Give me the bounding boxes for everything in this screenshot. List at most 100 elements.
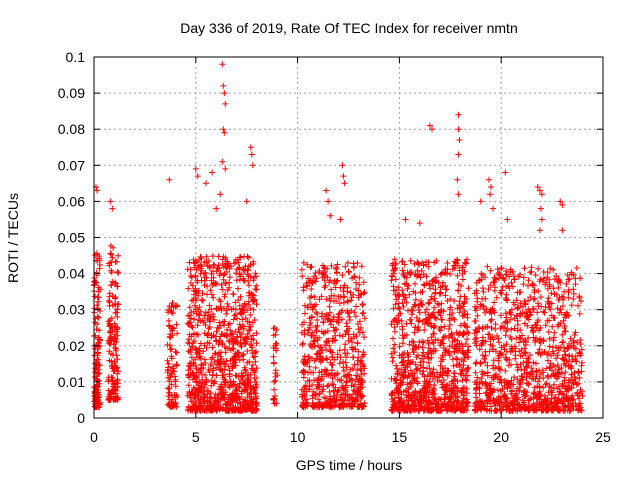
data-point <box>94 321 101 328</box>
data-point <box>506 407 513 414</box>
data-point <box>544 274 551 281</box>
data-point <box>491 287 498 294</box>
data-point <box>412 388 419 394</box>
data-point <box>440 345 447 351</box>
data-point <box>208 361 215 367</box>
data-point <box>511 404 518 411</box>
data-point <box>400 362 407 369</box>
data-point <box>508 336 515 343</box>
data-point <box>502 271 509 278</box>
data-point <box>569 353 575 359</box>
data-point <box>550 337 557 344</box>
data-point <box>557 344 564 351</box>
data-point <box>270 325 277 332</box>
data-point <box>388 406 395 413</box>
data-point <box>217 270 224 277</box>
data-point <box>353 303 360 310</box>
data-point <box>346 325 352 332</box>
data-point <box>361 289 368 296</box>
data-point <box>419 355 425 362</box>
data-point <box>213 337 220 344</box>
data-point <box>244 318 251 325</box>
data-point <box>235 326 242 333</box>
data-point <box>253 282 260 289</box>
data-point <box>573 358 580 365</box>
data-point <box>572 355 579 362</box>
data-point <box>484 362 491 369</box>
data-point <box>441 323 448 330</box>
data-point <box>324 328 331 334</box>
data-point <box>184 339 191 346</box>
data-point <box>485 286 492 293</box>
data-point <box>318 344 325 351</box>
data-point <box>216 338 223 345</box>
data-point <box>94 302 101 309</box>
data-point <box>411 370 418 377</box>
data-point <box>559 339 566 346</box>
data-point <box>462 260 469 267</box>
y-tick-label: 0.06 <box>58 193 85 209</box>
data-point <box>273 400 280 407</box>
data-point <box>324 356 331 363</box>
data-point <box>192 362 199 369</box>
data-point <box>308 286 315 292</box>
data-point <box>203 259 210 266</box>
data-point <box>106 339 113 346</box>
data-point <box>172 303 179 310</box>
data-point <box>430 366 437 373</box>
data-point <box>210 379 217 386</box>
data-point <box>326 342 333 349</box>
data-point <box>201 312 208 319</box>
data-point <box>301 331 308 338</box>
data-point <box>253 381 260 388</box>
data-point <box>251 375 258 382</box>
data-point <box>462 376 469 383</box>
data-point <box>96 337 103 344</box>
data-point <box>253 330 260 337</box>
data-point <box>471 290 478 297</box>
data-point <box>546 343 553 350</box>
data-point <box>568 302 575 309</box>
data-point <box>536 396 543 403</box>
data-point <box>340 299 347 306</box>
data-point <box>562 351 569 358</box>
data-point <box>484 263 491 270</box>
data-point <box>311 377 318 384</box>
data-point <box>529 282 536 288</box>
data-point <box>203 376 210 383</box>
data-point <box>525 282 531 289</box>
data-point <box>484 385 490 391</box>
data-point <box>324 274 331 281</box>
data-point <box>194 173 201 180</box>
data-point <box>568 343 575 350</box>
data-point <box>392 301 399 308</box>
data-point <box>107 242 114 249</box>
data-point <box>573 403 580 410</box>
data-point <box>270 344 277 351</box>
x-axis-label: GPS time / hours <box>296 457 403 473</box>
data-point <box>439 336 446 343</box>
data-point <box>487 191 493 198</box>
data-point <box>419 318 426 325</box>
data-point <box>568 362 575 369</box>
data-point <box>390 345 397 352</box>
data-point <box>464 256 470 263</box>
data-point <box>391 324 398 331</box>
data-point <box>111 320 118 327</box>
data-point <box>107 198 114 205</box>
data-point <box>238 388 245 395</box>
data-point <box>191 330 197 337</box>
data-point <box>224 287 231 294</box>
data-point <box>213 372 220 379</box>
data-point <box>434 377 441 384</box>
data-point <box>274 372 281 379</box>
data-point <box>463 385 470 392</box>
data-point <box>531 287 538 294</box>
data-point <box>533 400 540 406</box>
data-point <box>107 250 114 257</box>
data-point <box>540 308 547 315</box>
data-point <box>438 404 445 411</box>
data-point <box>535 300 541 307</box>
data-point <box>355 321 361 327</box>
data-point <box>217 191 224 198</box>
